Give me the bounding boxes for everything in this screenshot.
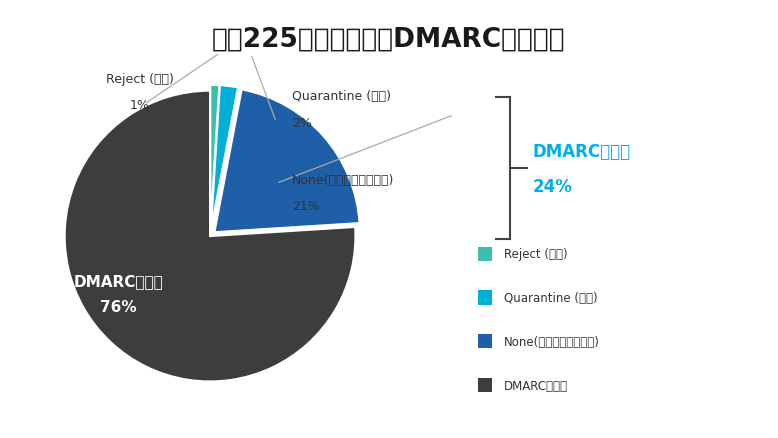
FancyBboxPatch shape <box>478 291 492 305</box>
FancyBboxPatch shape <box>478 335 492 349</box>
Text: Reject (拒否): Reject (拒否) <box>504 247 568 261</box>
Text: 日経225企業におけるDMARC導入状況: 日経225企業におけるDMARC導入状況 <box>212 26 566 52</box>
Text: 1%: 1% <box>130 99 150 112</box>
FancyBboxPatch shape <box>478 247 492 261</box>
FancyBboxPatch shape <box>478 378 492 392</box>
Text: Reject (拒否): Reject (拒否) <box>106 72 174 85</box>
Text: DMARC未導入: DMARC未導入 <box>73 273 163 288</box>
Text: Quarantine (隔離): Quarantine (隔離) <box>504 291 598 304</box>
Text: DMARC導入済: DMARC導入済 <box>533 142 631 160</box>
Wedge shape <box>215 90 359 233</box>
Wedge shape <box>211 86 238 231</box>
Text: None(モニタリングのみ): None(モニタリングのみ) <box>292 173 394 186</box>
Text: None(モニタリングのみ): None(モニタリングのみ) <box>504 335 600 348</box>
Text: DMARC未導入: DMARC未導入 <box>504 379 568 392</box>
Text: 76%: 76% <box>100 300 136 314</box>
Text: 2%: 2% <box>292 116 312 129</box>
Text: Quarantine (隔離): Quarantine (隔離) <box>292 90 391 103</box>
Text: 24%: 24% <box>533 177 573 195</box>
Wedge shape <box>210 86 219 231</box>
Text: 21%: 21% <box>292 199 320 212</box>
Wedge shape <box>65 92 356 381</box>
